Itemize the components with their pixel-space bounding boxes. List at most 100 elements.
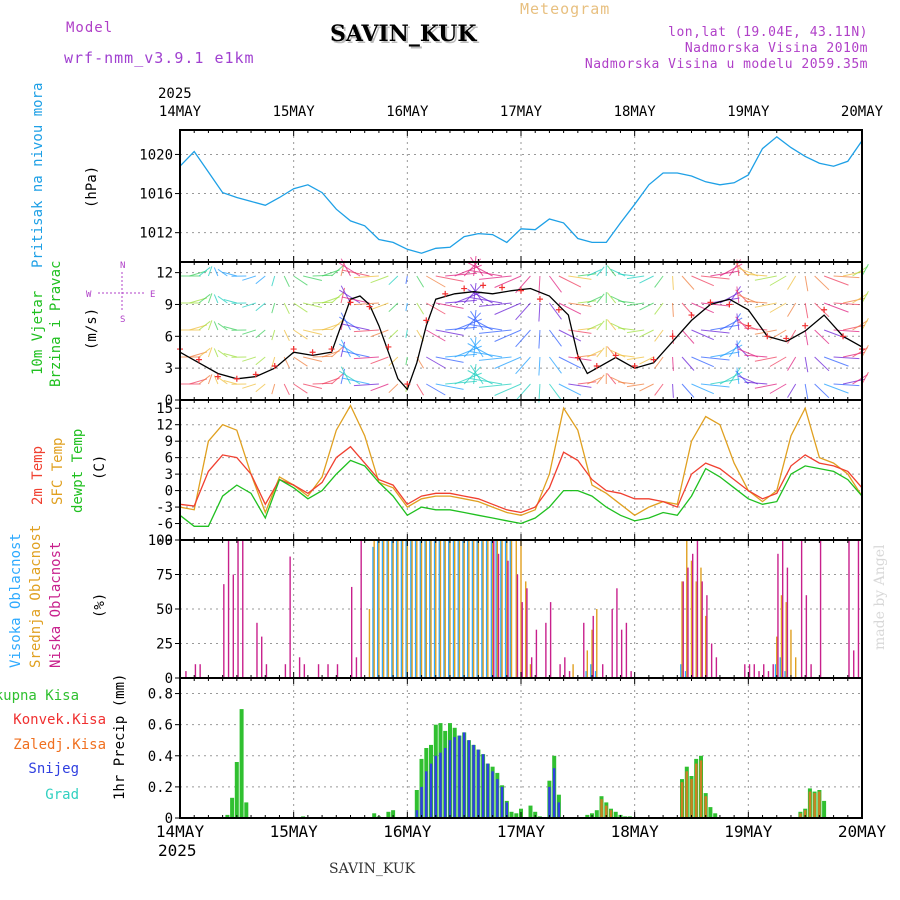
y-tick-label: 0.2 [148,780,173,796]
wind-arrow [255,356,266,366]
wind-arrow [207,347,213,358]
wind-arrow [596,266,605,277]
precip-bar [609,810,613,818]
wind-gust-marker [650,356,657,363]
wind-arrow [207,293,213,304]
wind-arrow [223,380,237,385]
wind-arrow [769,383,787,394]
wind-arrow [568,275,592,280]
wind-arrow [435,302,464,309]
wind-arrow [271,383,276,395]
wind-arrow [469,324,503,331]
wind-arrow [494,383,522,396]
y-tick-label: 0 [165,484,173,500]
model-label: Model [66,20,114,36]
wind-arrow [577,354,597,358]
x-tick-label-bottom: 16MAY [383,822,432,841]
model-name: wrf-nmm_v3.9.1 e1km [64,49,255,67]
wind-arrow [463,366,482,385]
wind-arrow [804,383,809,400]
wind-arrow [617,273,635,277]
wind-arrow [558,302,582,315]
grid-layer [180,130,862,819]
wind-arrow [587,295,602,304]
wind-arrow [744,381,768,385]
wind-arrow [814,329,830,345]
wind-arrow [223,272,237,277]
wind-arrow [596,374,605,385]
wind-arrow [223,299,237,304]
precip-bar [528,805,533,818]
wind-arrow [435,356,464,363]
precip-total-label: Ukupna Kisa [0,688,79,704]
wind-arrow [445,380,477,385]
wind-arrow [255,383,266,393]
precip-bar [420,786,423,818]
y-tick-label: 0.8 [148,687,173,703]
wind-arrow [769,302,787,313]
wind-gust-marker [290,346,297,353]
pressure-ylabel: (hPa) [84,166,100,208]
wind-arrow [293,383,308,394]
wind-arrow [271,275,276,287]
y-tick-label: 1020 [139,147,173,163]
wind-arrow [833,383,860,387]
wind-arrow [596,320,605,331]
wind-arrow [339,262,361,277]
elevation-label: Nadmorska Visina 2010m [684,41,868,56]
wind-arrow [558,329,582,342]
wind-arrow [861,264,869,277]
wind-arrow [435,329,464,336]
wind-arrow [435,383,464,390]
precip-bar [690,779,693,818]
wind-arrow [769,275,787,286]
wind-arrow [861,345,869,358]
wind-arrow [549,356,562,374]
wind-arrow [213,294,219,304]
wind-gust-marker [271,363,278,370]
wind-arrow [626,356,645,361]
y-tick-label: -6 [156,517,173,533]
wind-gust-marker [404,381,411,388]
wind-arrow [558,275,582,288]
cloud-mid-label: Srednja Oblacnost [28,525,44,668]
wind-gust-marker [195,356,202,363]
meteogram-title: Meteogram [520,0,611,18]
precip-bar [708,807,713,818]
precip-ylabel: 1hr Precip (mm) [112,674,128,800]
wind-arrow [538,356,541,376]
wind-arrow [515,356,531,375]
precip-bar [239,709,244,818]
wind-arrow [787,356,797,371]
wind-subtitle: Brzina i Pravac [48,261,64,387]
precip-bar [429,763,433,818]
wind-ylabel: (m/s) [84,308,100,350]
wind-arrow [416,383,425,396]
wind-arrow [303,356,323,362]
wind-arrow [255,329,266,339]
wind-arrow [207,374,213,385]
wind-arrow [416,275,425,288]
wind-gust-marker [802,322,809,329]
wind-arrow [639,329,654,338]
precip-bar [803,810,807,818]
precip-bar [533,811,538,818]
x-tick-label-bottom: 20MAY [838,822,887,841]
wind-arrow [478,383,512,388]
y-tick-label: 3 [165,361,173,377]
precip-bar [439,752,442,818]
wind-arrow [405,329,408,338]
wind-gust-marker [574,354,581,361]
wind-arrow [469,378,503,385]
wind-gust-marker [461,285,468,292]
dewpt-line [179,459,863,527]
wind-arrow [823,383,849,394]
wind-arrow [617,381,635,385]
wind-gust-marker [499,284,506,291]
wind-gust-marker [612,352,619,359]
wind-arrow [558,383,582,396]
wind-arrow [814,383,830,399]
y-tick-label: 0 [165,811,173,827]
wind-arrow [654,329,664,342]
wind-arrow [691,302,714,314]
